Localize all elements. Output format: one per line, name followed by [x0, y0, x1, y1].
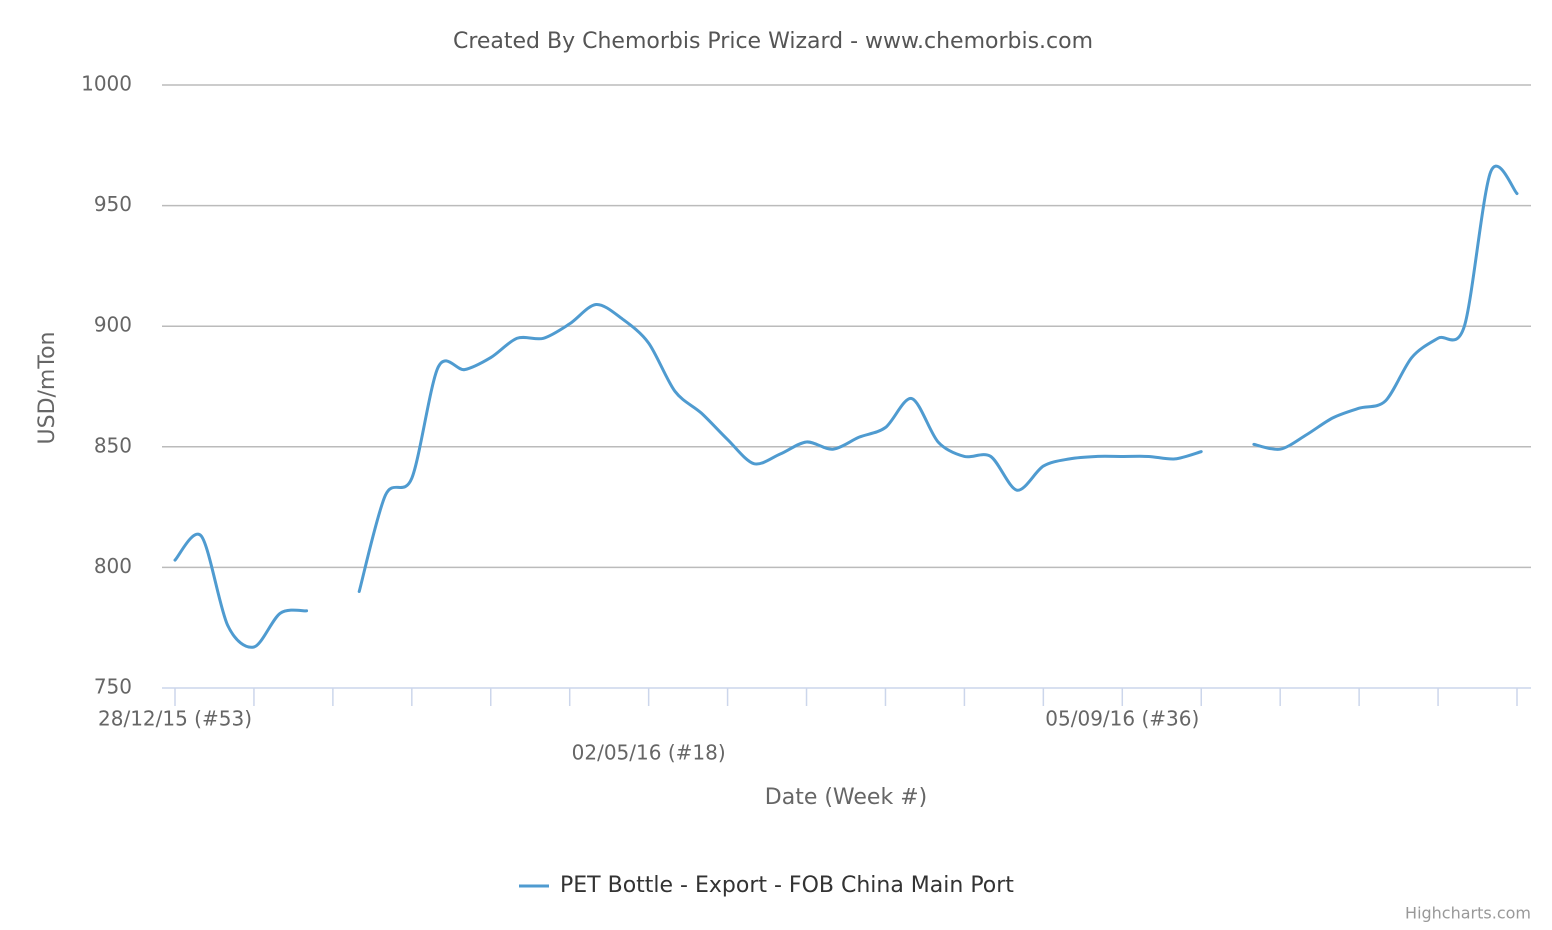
y-tick-label: 750	[94, 675, 132, 699]
y-axis-label: USD/mTon	[35, 332, 60, 445]
y-tick-label: 850	[94, 433, 132, 457]
y-tick-label: 800	[94, 554, 132, 578]
credits: Highcharts.com	[1405, 904, 1531, 923]
legend-label: PET Bottle - Export - FOB China Main Por…	[560, 873, 1014, 898]
x-tick-label: 28/12/15 (#53)	[98, 707, 252, 731]
y-tick-label: 900	[94, 313, 132, 337]
x-axis-label: Date (Week #)	[765, 785, 927, 810]
chart-title: Created By Chemorbis Price Wizard - www.…	[453, 29, 1093, 54]
y-tick-label: 950	[94, 192, 132, 216]
series-line	[173, 164, 1519, 649]
x-tick-label: 05/09/16 (#36)	[1045, 707, 1199, 731]
y-tick-label: 1000	[81, 72, 132, 96]
x-tick-label: 02/05/16 (#18)	[572, 741, 726, 765]
